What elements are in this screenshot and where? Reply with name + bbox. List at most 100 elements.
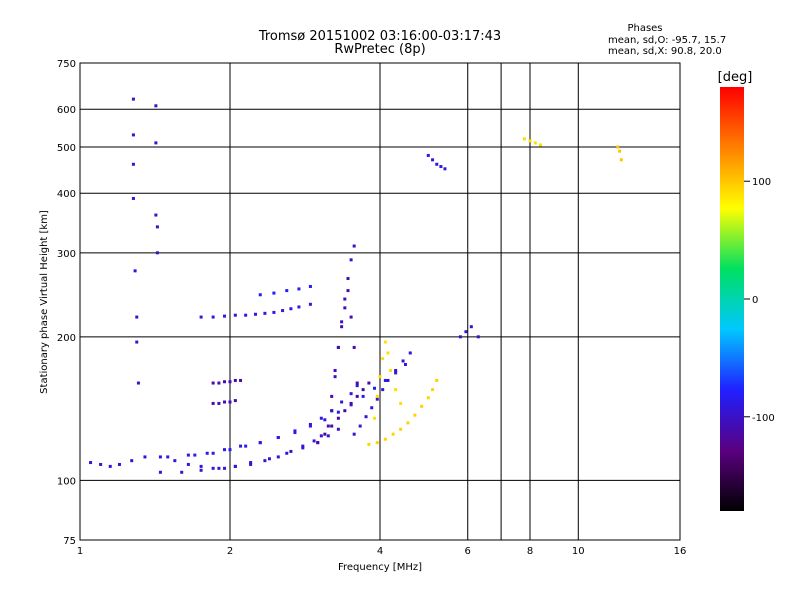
echo-point (373, 386, 377, 390)
y-tick-label: 750 (57, 59, 76, 70)
phase-stats-heading: Phases (627, 23, 662, 34)
echo-point (352, 345, 356, 349)
plot-frame (79, 62, 681, 541)
y-tick-label: 600 (57, 105, 76, 116)
echo-point (330, 394, 334, 398)
echo-point (391, 432, 395, 436)
echo-point (367, 442, 371, 446)
echo-point (143, 455, 147, 459)
echo-point (205, 451, 209, 455)
echo-point (258, 441, 262, 445)
y-tick-label: 75 (63, 536, 76, 547)
echo-point (117, 462, 121, 466)
echo-point (352, 432, 356, 436)
echo-point (458, 335, 462, 339)
echo-point (99, 462, 103, 466)
echo-point (249, 461, 253, 465)
echo-point (244, 444, 248, 448)
x-tick-label: 16 (674, 546, 687, 557)
echo-point (386, 351, 390, 355)
echo-point (361, 394, 365, 398)
echo-point (619, 158, 623, 162)
echo-point (355, 384, 359, 388)
echo-point (316, 441, 320, 445)
echo-point (154, 104, 158, 108)
echo-point (233, 378, 237, 382)
echo-point (349, 258, 353, 262)
echo-point (343, 306, 347, 310)
echo-point (211, 381, 215, 385)
echo-point (223, 380, 227, 384)
echo-point (253, 312, 257, 316)
echo-point (211, 315, 215, 319)
echo-point (323, 432, 327, 436)
echo-point (297, 287, 301, 291)
echo-point (312, 439, 316, 443)
echo-point (199, 315, 203, 319)
echo-point (469, 325, 473, 329)
echo-point (435, 378, 439, 382)
echo-point (158, 455, 162, 459)
y-tick-label: 100 (57, 476, 76, 487)
echo-point (239, 444, 243, 448)
y-axis-label: Stationary phase Virtual Height [km] (39, 210, 50, 394)
echo-point (349, 392, 353, 396)
echo-point (381, 388, 385, 392)
y-tick-label: 200 (57, 333, 76, 344)
echo-point (297, 305, 301, 309)
echo-point (367, 381, 371, 385)
echo-point (343, 409, 347, 413)
echo-point (223, 448, 227, 452)
echo-point (386, 378, 390, 382)
echo-point (133, 269, 137, 273)
echo-point (383, 378, 387, 382)
echo-point (217, 401, 221, 405)
echo-point (228, 448, 232, 452)
echo-point (399, 427, 403, 431)
echo-point (349, 401, 353, 405)
echo-point (223, 314, 227, 318)
x-tick-label: 1 (77, 546, 83, 557)
echo-point (223, 466, 227, 470)
colorbar-tick-label: 0 (752, 295, 758, 306)
colorbar-tick-label: 100 (752, 177, 771, 188)
echo-point (399, 401, 403, 405)
echo-point (199, 468, 203, 472)
echo-point (326, 434, 330, 438)
echo-point (108, 464, 112, 468)
echo-point (249, 462, 253, 466)
grid-lines (80, 63, 680, 540)
echo-point (89, 461, 93, 465)
echo-point (616, 145, 620, 149)
echo-point (413, 413, 417, 417)
phase-stats-x: mean, sd,X: 90.8, 20.0 (608, 46, 722, 57)
echo-point (336, 345, 340, 349)
echo-point (539, 143, 543, 147)
x-tick-label: 10 (572, 546, 585, 557)
echo-point (131, 196, 135, 200)
echo-point (154, 213, 158, 217)
echo-point (476, 335, 480, 339)
echo-point (394, 388, 398, 392)
echo-point (233, 399, 237, 403)
echo-point (285, 289, 289, 293)
x-axis-ticks: 1 2 4 6 8 10 16 (77, 546, 687, 557)
echo-point (239, 378, 243, 382)
x-tick-label: 6 (465, 546, 471, 557)
echo-point (383, 437, 387, 441)
echo-point (263, 459, 267, 463)
echo-point (355, 381, 359, 385)
colorbar-tick-label: -100 (752, 413, 775, 424)
echo-point (272, 291, 276, 295)
echo-point (308, 302, 312, 306)
echo-point (228, 400, 232, 404)
echo-point (301, 444, 305, 448)
echo-point (211, 401, 215, 405)
echo-point (136, 381, 140, 385)
echo-point (217, 381, 221, 385)
echo-point (186, 462, 190, 466)
echo-point (154, 141, 158, 145)
echo-point (375, 394, 379, 398)
echo-point (131, 133, 135, 137)
